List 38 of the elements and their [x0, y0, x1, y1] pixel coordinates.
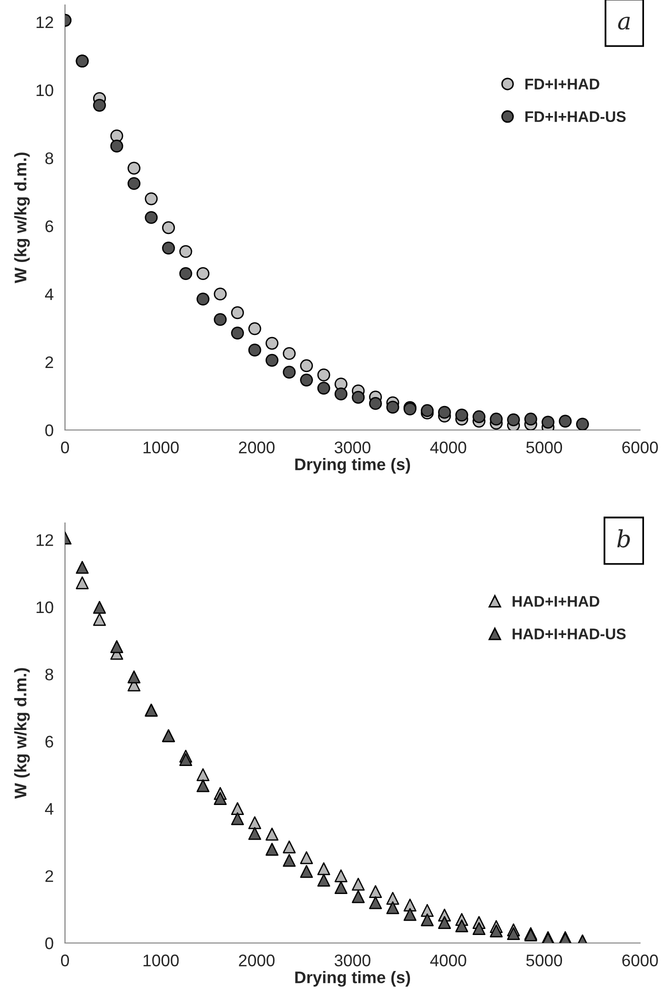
y-tick-label: 6	[45, 220, 54, 232]
y-tick-label: 10	[36, 601, 54, 614]
x-tick-label: 2000	[238, 954, 275, 966]
y-tick-label: 2	[45, 356, 54, 368]
x-tick-label: 5000	[526, 442, 562, 454]
legend-label: HAD+I+HAD	[512, 596, 600, 607]
y-axis-title: W (kg w/kg d.m.)	[14, 668, 30, 799]
y-tick-label: 4	[45, 288, 54, 300]
legend-label: FD+I+HAD	[525, 78, 600, 90]
x-tick-label: 2000	[238, 442, 275, 454]
x-tick-label: 6000	[622, 442, 658, 454]
y-tick-label: 8	[45, 152, 54, 164]
y-axis-title: W (kg w/kg d.m.)	[14, 152, 30, 284]
annotation: b	[617, 529, 630, 548]
y-tick-label: 10	[36, 84, 54, 96]
legend-label: HAD+I+HAD-US	[512, 628, 626, 640]
x-tick-label: 0	[61, 442, 69, 454]
x-tick-label: 6000	[622, 954, 658, 966]
y-tick-label: 6	[45, 736, 54, 748]
legend-label: FD+I+HAD-US	[525, 111, 626, 122]
x-tick-label: 0	[61, 954, 69, 966]
x-tick-label: 1000	[144, 954, 179, 966]
x-tick-label: 4000	[430, 954, 466, 966]
y-tick-label: 12	[36, 534, 54, 546]
y-tick-label: 4	[45, 803, 54, 815]
y-tick-label: 8	[45, 668, 54, 680]
y-tick-label: 12	[36, 16, 54, 28]
y-tick-label: 0	[45, 937, 54, 950]
x-tick-label: 1000	[144, 442, 179, 454]
x-axis-title: Drying time (s)	[295, 971, 410, 987]
x-tick-label: 5000	[526, 954, 562, 966]
x-tick-label: 4000	[430, 442, 466, 454]
x-tick-label: 3000	[334, 442, 370, 454]
x-axis-title: Drying time (s)	[295, 458, 410, 474]
x-tick-label: 3000	[334, 954, 370, 966]
y-tick-label: 0	[45, 424, 54, 436]
y-tick-label: 2	[45, 870, 54, 882]
annotation: a	[618, 16, 630, 30]
